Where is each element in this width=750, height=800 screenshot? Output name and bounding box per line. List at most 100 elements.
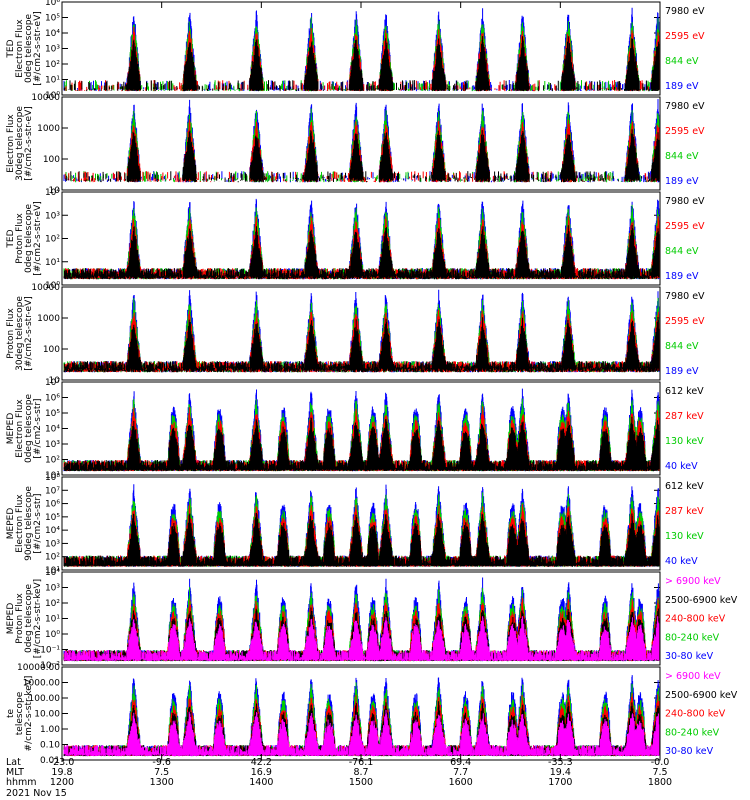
y-tick-label: 10⁴	[45, 568, 60, 578]
y-axis-title-line: TED	[6, 229, 16, 248]
y-tick-label: 100	[43, 345, 60, 355]
panel-8: 10000.00 1000.00 100.00 10.00 1.00 0.10 0.01 te…	[6, 663, 738, 766]
y-axis-title-line: 0deg telescope	[24, 204, 34, 274]
x-tick-mlt: 8.7	[353, 767, 368, 778]
panel-1: 10⁶ 10⁵ 10⁴ 10³ 10² 10¹ 10⁰ TED Electron Flux 0de…	[6, 0, 705, 101]
legend-entry: 7980 eV	[665, 291, 705, 302]
y-tick-label: 0.01	[40, 756, 60, 766]
x-tick-mlt: 19.4	[550, 767, 571, 778]
flux-trace-4	[63, 416, 660, 472]
y-tick-label: 10¹	[45, 258, 60, 268]
y-tick-label: 0.10	[40, 741, 60, 751]
y-axis-title-line: Proton Flux	[6, 308, 16, 359]
y-tick-label: 10⁵	[45, 409, 60, 419]
legend-entry: > 6900 keV	[665, 671, 721, 682]
y-axis-title-line: [#/cm2-s-str-eV]	[33, 201, 43, 276]
legend-entry: 2595 eV	[665, 221, 705, 232]
y-axis-title-line: [#/cm2-s-str-keV]	[33, 579, 43, 658]
y-tick-label: 10⁰	[45, 281, 60, 291]
legend-entry: 612 keV	[665, 481, 704, 492]
y-tick-label: 10	[49, 186, 61, 196]
x-tick-lat: -0.0	[651, 757, 670, 768]
y-tick-label: 10000	[31, 283, 60, 293]
x-tick-hhmm: 1700	[548, 777, 572, 788]
legend-entry: 2595 eV	[665, 316, 705, 327]
x-tick-lat: -23.0	[50, 757, 75, 768]
y-tick-label: 10³	[45, 45, 60, 55]
legend-entry: 844 eV	[665, 151, 699, 162]
y-axis-title-line: Electron Flux	[15, 19, 25, 78]
y-tick-label: 10²	[45, 599, 60, 609]
x-tick-mlt: 16.9	[251, 767, 272, 778]
x-tick-mlt: 19.8	[51, 767, 72, 778]
flux-traces	[63, 7, 660, 92]
legend-entry: 2500-6900 keV	[665, 690, 738, 701]
legend-entry: 189 eV	[665, 271, 699, 282]
y-tick-label: 10²	[45, 60, 60, 70]
legend-entry: 7980 eV	[665, 196, 705, 207]
flux-traces	[63, 289, 660, 373]
legend-entry: 7980 eV	[665, 101, 705, 112]
legend-entry: 287 keV	[665, 411, 704, 422]
y-tick-label: 10⁻¹	[40, 646, 60, 656]
flux-trace-4	[63, 225, 660, 280]
legend-entry: 844 eV	[665, 341, 699, 352]
y-axis-title-line: Electron Flux	[15, 399, 25, 458]
y-tick-label: 1.00	[40, 725, 60, 735]
time-row-label-lat: Lat	[6, 757, 21, 768]
y-axis-title-line: [#/cm2-s-str]	[33, 398, 43, 458]
y-tick-label: 10³	[45, 440, 60, 450]
y-tick-label: 10000	[31, 93, 60, 103]
y-axis-title-line: 0deg telescope	[24, 14, 34, 84]
flux-traces	[63, 99, 660, 183]
y-axis-title-line: 0deg telescope	[24, 584, 34, 654]
legend-entry: 40 keV	[665, 556, 698, 567]
legend-entry: 240-800 keV	[665, 709, 726, 720]
panel-2: 10000 1000 100 10 Electron Flux 30deg telesco…	[6, 93, 705, 196]
y-axis-title-line: MEPED	[6, 508, 16, 540]
legend-entry: 2500-6900 keV	[665, 595, 738, 606]
legend-entry: 189 eV	[665, 366, 699, 377]
y-tick-label: 10³	[45, 211, 60, 221]
y-axis-title-line: TED	[6, 39, 16, 58]
flux-trace-4	[63, 36, 660, 92]
y-tick-label: 10.00	[34, 710, 60, 720]
flux-traces	[63, 577, 660, 662]
x-tick-lat: 69.4	[450, 757, 471, 768]
y-tick-label: 10²	[45, 456, 60, 466]
flux-trace-5	[63, 616, 660, 662]
y-tick-label: 100.00	[29, 694, 61, 704]
legend-entry: 189 eV	[665, 176, 699, 187]
legend-entry: 40 keV	[665, 461, 698, 472]
x-tick-hhmm: 1300	[150, 777, 174, 788]
y-tick-label: 10000.00	[17, 663, 60, 673]
x-tick-hhmm: 1200	[50, 777, 74, 788]
legend-entry: 30-80 keV	[665, 746, 714, 757]
legend-entry: > 6900 keV	[665, 576, 721, 587]
y-axis-title-line: [#/cm2-s-str]	[33, 493, 43, 553]
y-tick-label: 10⁶	[45, 0, 60, 8]
flux-trace-5	[63, 709, 660, 757]
flux-traces	[63, 198, 660, 280]
x-tick-lat: -76.1	[349, 757, 374, 768]
y-tick-label: 10⁷	[45, 486, 60, 496]
legend-entry: 287 keV	[665, 506, 704, 517]
x-tick-lat: -35.3	[548, 757, 573, 768]
legend-entry: 2595 eV	[665, 31, 705, 42]
panel-4: 10000 1000 100 10 Proton Flux 30deg telescope…	[6, 283, 705, 386]
legend-entry: 80-240 keV	[665, 632, 720, 643]
legend-entry: 130 keV	[665, 531, 704, 542]
flux-traces	[63, 675, 660, 757]
legend-entry: 189 eV	[665, 81, 699, 92]
y-tick-label: 10	[49, 376, 61, 386]
y-tick-label: 10¹	[45, 471, 60, 481]
flux-trace-4	[65, 129, 660, 183]
y-tick-label: 10³	[45, 584, 60, 594]
y-axis-title-line: 90deg telescope	[24, 486, 34, 561]
x-tick-hhmm: 1800	[648, 777, 672, 788]
legend-entry: 844 eV	[665, 56, 699, 67]
flux-trace-4	[63, 317, 660, 373]
legend-entry: 80-240 keV	[665, 727, 720, 738]
